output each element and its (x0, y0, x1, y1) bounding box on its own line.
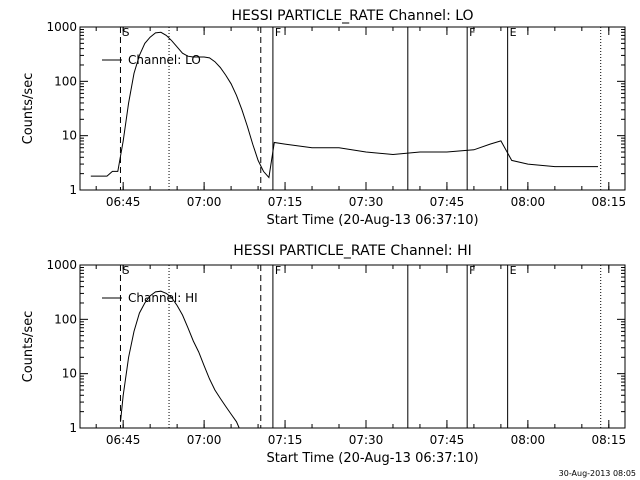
x-tick-label: 08:00 (511, 195, 546, 209)
event-marker-label: F (275, 264, 281, 277)
legend-label: Channel: LO (128, 53, 201, 67)
x-tick-label: 07:00 (187, 195, 222, 209)
x-axis-label: Start Time (20-Aug-13 06:37:10) (266, 451, 478, 466)
y-tick-label: 1 (69, 421, 77, 435)
y-tick-label: 10 (62, 367, 77, 381)
plot-frame (79, 264, 626, 429)
event-marker-label: F (275, 26, 281, 39)
event-marker-label: F (469, 264, 475, 277)
data-series-line (120, 290, 240, 429)
y-axis-label: Counts/sec (21, 73, 36, 145)
y-tick-label: 1000 (46, 258, 77, 272)
x-tick-label: 07:45 (430, 195, 465, 209)
y-tick-label: 100 (54, 74, 77, 88)
chart-panel-0: HESSI PARTICLE_RATE Channel: LO 1 10 100 100… (21, 8, 626, 228)
y-axis-label: Counts/sec (21, 311, 36, 383)
x-axis-label: Start Time (20-Aug-13 06:37:10) (266, 213, 478, 228)
y-tick-label: 1 (69, 183, 77, 197)
footer-timestamp: 30-Aug-2013 08:05 (559, 469, 636, 478)
y-tick-label: 10 (62, 129, 77, 143)
x-tick-label: 07:45 (430, 433, 465, 447)
x-tick-label: 06:45 (106, 433, 141, 447)
data-series-line (90, 31, 598, 179)
chart-title: HESSI PARTICLE_RATE Channel: HI (233, 243, 471, 259)
x-tick-label: 07:30 (349, 195, 384, 209)
y-tick-label: 100 (54, 312, 77, 326)
chart-panel-1: HESSI PARTICLE_RATE Channel: HI 1 10 100 100… (21, 243, 626, 466)
x-tick-label: 07:00 (187, 433, 222, 447)
plot-frame (79, 26, 626, 191)
legend-label: Channel: HI (128, 291, 198, 305)
x-tick-label: 08:15 (592, 433, 627, 447)
x-tick-label: 07:30 (349, 433, 384, 447)
chart-title: HESSI PARTICLE_RATE Channel: LO (231, 8, 473, 24)
event-marker-label: E (510, 26, 517, 39)
event-marker-label: S (122, 264, 129, 277)
x-tick-label: 07:15 (268, 195, 303, 209)
x-tick-label: 06:45 (106, 195, 141, 209)
event-marker-label: S (122, 26, 129, 39)
x-tick-label: 08:15 (592, 195, 627, 209)
event-marker-label: F (469, 26, 475, 39)
event-marker-label: E (510, 264, 517, 277)
x-tick-label: 08:00 (511, 433, 546, 447)
x-tick-label: 07:15 (268, 433, 303, 447)
y-tick-label: 1000 (46, 20, 77, 34)
